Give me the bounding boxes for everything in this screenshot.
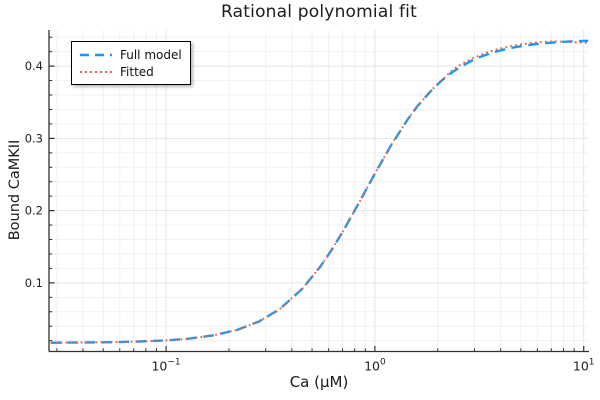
x-tick-label: 101 <box>573 358 595 374</box>
x-tick-label: 10−1 <box>151 358 180 374</box>
fitted-line-sample <box>80 70 112 73</box>
y-tick-label: 0.3 <box>25 131 43 145</box>
series-line-full-model <box>50 39 589 344</box>
x-axis-label: Ca (μM) <box>289 373 349 391</box>
legend: Full model Fitted <box>71 41 191 85</box>
y-tick-label: 0.4 <box>25 59 43 73</box>
legend-item-fitted: Fitted <box>79 64 182 79</box>
y-tick-label: 0.1 <box>25 276 43 290</box>
chart-title: Rational polynomial fit <box>221 2 417 22</box>
legend-label-full-model: Full model <box>120 47 182 62</box>
full-model-line-sample <box>80 53 112 56</box>
legend-label-fitted: Fitted <box>120 64 154 79</box>
x-tick-label: 100 <box>364 358 386 374</box>
legend-item-full-model: Full model <box>79 47 182 62</box>
y-tick-label: 0.2 <box>25 204 43 218</box>
